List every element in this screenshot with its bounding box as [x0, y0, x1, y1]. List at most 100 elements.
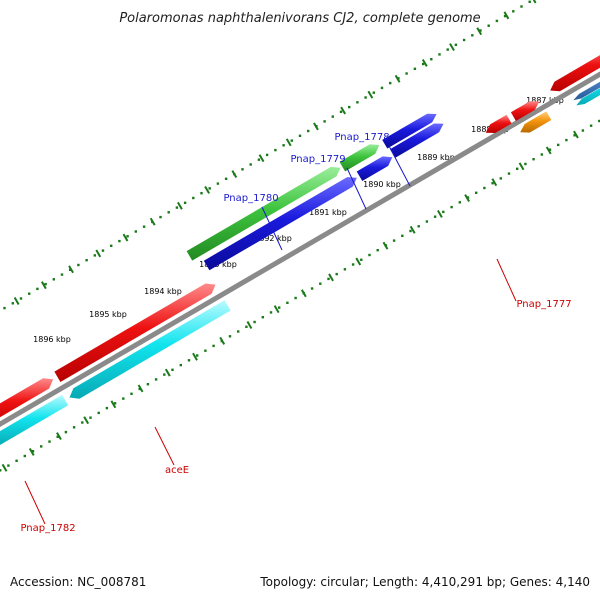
- ruler-dot: [573, 134, 576, 137]
- ruler-dot: [339, 110, 343, 113]
- ruler-dot: [446, 48, 449, 51]
- ruler-tick: [83, 416, 90, 425]
- ruler-dot: [405, 72, 408, 75]
- ruler-dot: [187, 359, 191, 362]
- ruler-dot: [520, 5, 523, 8]
- accession-text: Accession: NC_008781: [10, 575, 146, 589]
- gene-arrow: [510, 101, 540, 121]
- ruler-dot: [475, 191, 478, 194]
- gene-arrow: [0, 394, 69, 446]
- ruler-dot: [380, 86, 384, 90]
- ruler-tick: [382, 241, 389, 250]
- ruler-dot: [192, 196, 195, 200]
- gene-arrow: [0, 378, 54, 418]
- ruler-dot: [286, 301, 289, 304]
- ruler-dot: [3, 306, 6, 310]
- ruler-dot: [97, 411, 100, 415]
- ruler-dot: [356, 101, 359, 104]
- ruler-dot: [532, 158, 535, 161]
- ruler-dot: [507, 172, 511, 175]
- ruler-dot: [565, 138, 568, 142]
- gene-arrow: [520, 111, 552, 133]
- ruler-dot: [524, 162, 527, 166]
- ruler-dot: [7, 464, 10, 467]
- ruler-tick: [573, 130, 579, 139]
- ruler-dot: [290, 139, 293, 142]
- ruler-tick: [40, 281, 47, 290]
- ruler-dot: [483, 186, 486, 190]
- ruler-dot: [72, 426, 76, 429]
- ruler-dot: [360, 258, 363, 261]
- ruler-dot: [60, 273, 64, 276]
- gene-arrow: [382, 113, 437, 149]
- ruler-dot: [36, 287, 39, 291]
- ruler-dot: [364, 96, 367, 99]
- ruler-dot: [282, 144, 285, 147]
- ruler-dot: [237, 330, 240, 333]
- ruler-tick: [258, 154, 265, 163]
- ruler-tick: [13, 297, 20, 305]
- ruler-dot: [138, 387, 141, 391]
- ruler-dot: [118, 239, 121, 243]
- ruler-dot: [44, 282, 47, 286]
- ruler-dot: [101, 249, 105, 252]
- gene-label-leader: [496, 258, 517, 302]
- ruler-dot: [548, 148, 552, 151]
- ruler-dot: [327, 277, 330, 281]
- ruler-dot: [134, 230, 137, 233]
- ruler-dot: [392, 239, 396, 242]
- ruler-dot: [171, 368, 174, 371]
- ruler-dot: [376, 249, 379, 252]
- ruler-dot: [581, 129, 585, 132]
- ruler-dot: [196, 354, 199, 357]
- map-title: Polaromonas naphthalenivorans CJ2, compl…: [119, 11, 480, 26]
- ruler-tick: [503, 11, 510, 20]
- ruler-dot: [409, 229, 412, 233]
- ruler-dot: [261, 316, 264, 319]
- ruler-tick: [204, 185, 210, 194]
- ruler-dot: [93, 254, 96, 257]
- genome-backbone: [0, 71, 600, 428]
- ruler-dot: [278, 306, 281, 309]
- ruler-tick: [313, 122, 319, 131]
- gene-arrow: [69, 300, 231, 399]
- ruler-tick: [219, 336, 226, 345]
- ruler-tick: [273, 305, 280, 314]
- ruler-tick-label: 1891 kbp: [309, 208, 347, 217]
- ruler-tick-label: 1896 kbp: [33, 335, 71, 344]
- ruler-dot: [430, 58, 433, 61]
- ruler-tick: [246, 321, 253, 329]
- ruler-dot: [413, 67, 417, 70]
- ruler-tick: [28, 447, 35, 456]
- ruler-dot: [69, 268, 72, 271]
- ruler-tick: [394, 74, 401, 83]
- ruler-dot: [159, 215, 162, 219]
- ruler-tick: [355, 257, 362, 266]
- ruler-dot: [200, 192, 203, 195]
- ruler-dot: [28, 292, 31, 295]
- ruler-dot: [208, 187, 211, 190]
- ruler-tick: [449, 43, 455, 52]
- ruler-dot: [421, 62, 425, 66]
- gene-label-leader: [346, 167, 367, 210]
- ruler-tick: [491, 178, 498, 187]
- ruler-tick: [1, 463, 8, 472]
- ruler-dot: [442, 210, 445, 214]
- ruler-tick: [137, 384, 144, 393]
- ruler-dot: [458, 201, 461, 204]
- ruler-dot: [462, 38, 466, 42]
- ruler-dot: [372, 91, 375, 94]
- ruler-dot: [516, 167, 519, 170]
- ruler-dot: [56, 435, 59, 438]
- ruler-tick-label: 1894 kbp: [144, 287, 182, 296]
- ruler-tick: [68, 265, 74, 274]
- ruler-dot: [368, 253, 371, 257]
- gene-arrow: [186, 166, 341, 261]
- ruler-dot: [81, 421, 84, 424]
- ruler-dot: [228, 335, 232, 338]
- ruler-dot: [274, 148, 277, 152]
- ruler-dot: [257, 158, 261, 161]
- ruler-dot: [335, 272, 338, 276]
- ruler-dot: [130, 392, 133, 395]
